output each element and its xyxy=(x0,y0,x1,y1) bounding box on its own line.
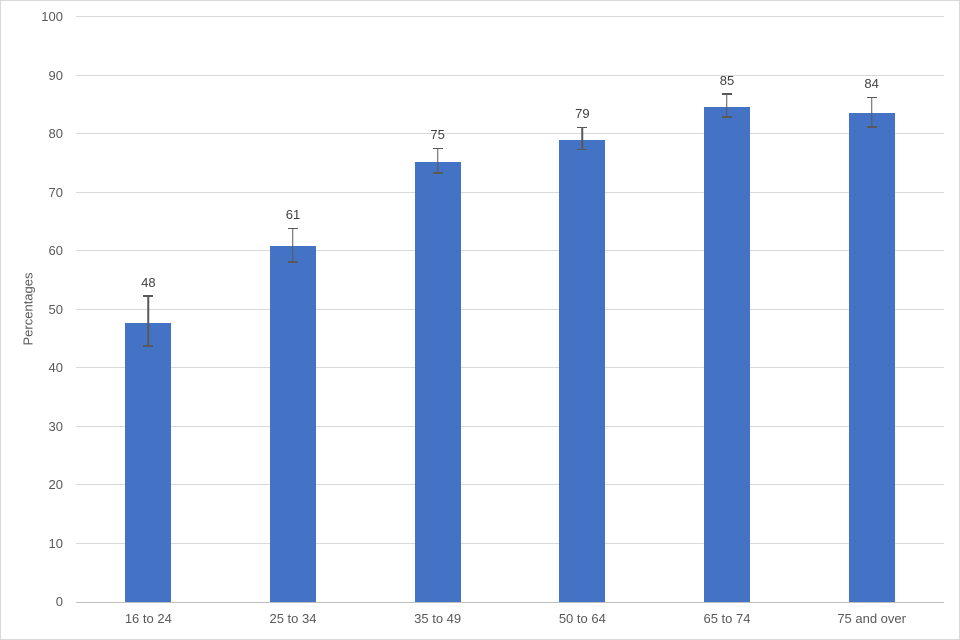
error-bar-cap-top xyxy=(721,93,732,95)
data-label: 79 xyxy=(575,106,590,122)
category-slot: 85 65 to 74 xyxy=(655,17,800,626)
category-slot: 75 35 to 49 xyxy=(365,17,510,626)
y-axis-tick-label: 40 xyxy=(48,360,63,375)
y-axis-tick-label: 100 xyxy=(41,9,63,24)
error-bar-cap-bottom xyxy=(577,148,588,151)
error-bar xyxy=(147,296,150,347)
x-axis-tick-label: 50 to 64 xyxy=(558,611,606,626)
error-bar xyxy=(292,229,294,263)
error-bar xyxy=(870,98,873,128)
error-bar-cap-bottom xyxy=(287,261,298,263)
error-bar-cap-top xyxy=(432,147,443,150)
y-axis-tick-label: 50 xyxy=(48,301,63,317)
gridline xyxy=(76,74,944,76)
error-bar-cap-bottom xyxy=(866,126,877,128)
data-label: 84 xyxy=(864,76,879,92)
y-axis-tick-label: 60 xyxy=(48,243,63,258)
data-label: 61 xyxy=(285,207,301,223)
gridline xyxy=(76,425,944,427)
gridline xyxy=(76,16,944,17)
y-axis-tick-label: 70 xyxy=(48,184,63,200)
bar xyxy=(559,140,606,602)
error-bar-cap-top xyxy=(577,126,588,129)
category-slot: 48 16 to 24 xyxy=(76,17,221,626)
plot-area: 48 16 to 24 61 25 to 34 75 35 to 49 79 50 to 64… xyxy=(76,16,944,626)
y-axis-tick-label: 90 xyxy=(48,67,63,83)
error-bar xyxy=(726,94,728,118)
x-axis-tick-label: 16 to 24 xyxy=(124,611,172,626)
category-slot: 79 50 to 64 xyxy=(510,17,655,626)
category-slot: 61 25 to 34 xyxy=(221,17,366,626)
gridline xyxy=(76,308,944,310)
error-bar-cap-top xyxy=(866,96,877,99)
x-axis-tick-label: 35 to 49 xyxy=(414,611,462,626)
error-bar-cap-top xyxy=(287,227,298,230)
gridline xyxy=(76,191,944,193)
y-axis-tick-label: 80 xyxy=(48,126,63,141)
error-bar-cap-bottom xyxy=(721,116,732,118)
bar xyxy=(125,322,172,602)
bar xyxy=(414,162,461,602)
y-axis-tick-label: 0 xyxy=(55,594,63,609)
error-bar-cap-bottom xyxy=(432,172,443,174)
x-axis-tick-label: 25 to 34 xyxy=(269,611,317,626)
bar xyxy=(703,106,750,602)
gridline xyxy=(76,542,944,544)
x-axis-tick-label: 75 and over xyxy=(837,611,906,626)
y-axis-tick-label: 30 xyxy=(48,418,63,434)
x-axis-tick-label: 65 to 74 xyxy=(703,611,751,626)
bar xyxy=(269,246,316,602)
data-label: 48 xyxy=(141,274,156,290)
gridline xyxy=(76,250,944,251)
y-axis-tick-label: 10 xyxy=(48,535,63,551)
data-label: 85 xyxy=(719,72,735,88)
gridline xyxy=(76,484,944,485)
error-bar-cap-bottom xyxy=(143,345,154,347)
y-axis-tick-label: 20 xyxy=(48,477,63,492)
error-bar xyxy=(581,128,584,151)
data-label: 75 xyxy=(430,127,445,143)
gridline xyxy=(76,133,944,134)
error-bar-cap-top xyxy=(143,295,154,297)
gridline xyxy=(76,367,944,368)
bar xyxy=(848,112,895,602)
y-axis-ticks: 0 10 20 30 40 50 60 70 80 90 100 xyxy=(1,1,63,639)
category-slot: 84 75 and over xyxy=(799,17,944,626)
error-bar xyxy=(436,149,439,174)
